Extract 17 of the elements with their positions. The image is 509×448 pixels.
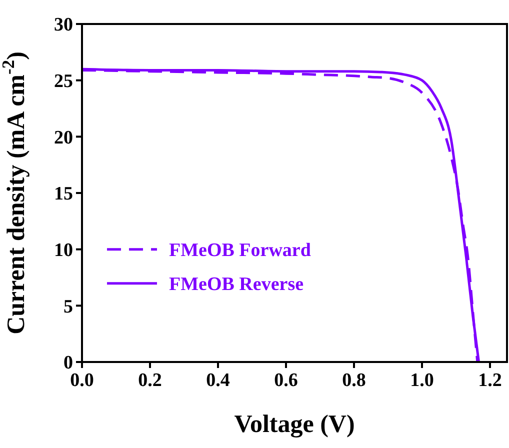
y-tick-label: 20	[54, 127, 73, 148]
y-tick-label: 30	[54, 14, 73, 36]
y-tick-label: 0	[64, 352, 73, 374]
x-tick-label: 0.0	[70, 370, 94, 391]
y-tick-label: 15	[54, 184, 73, 205]
y-tick-label: 10	[54, 240, 73, 261]
x-tick-label: 0.8	[342, 370, 366, 391]
y-tick-label: 25	[54, 70, 73, 92]
x-tick-label: 1.2	[478, 370, 502, 391]
x-tick-label: 0.4	[206, 370, 230, 391]
y-tick-label: 5	[64, 296, 73, 318]
legend-label: FMeOB Forward	[169, 240, 312, 261]
x-tick-label: 0.6	[274, 370, 298, 391]
x-axis-title: Voltage (V)	[234, 411, 355, 438]
legend-label: FMeOB Reverse	[169, 274, 304, 295]
x-tick-label: 0.2	[138, 370, 162, 391]
x-tick-label: 1.0	[410, 370, 434, 391]
